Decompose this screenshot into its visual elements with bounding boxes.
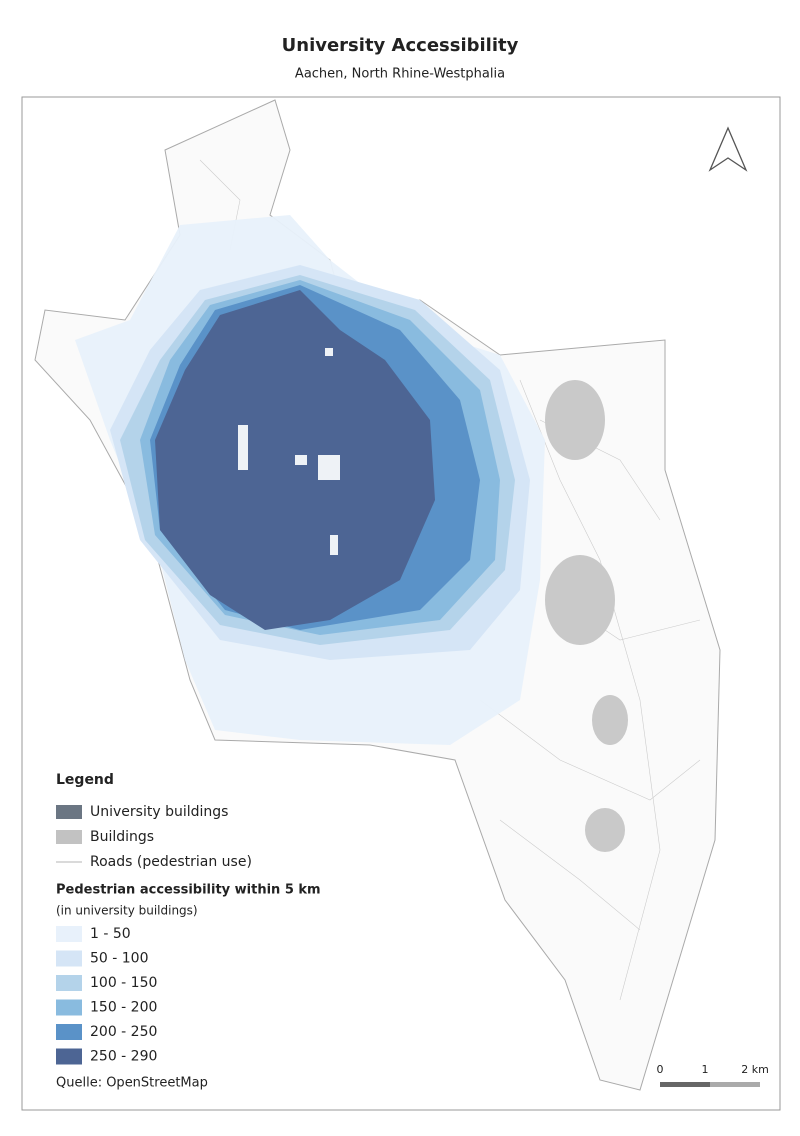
legend-swatch [56,1048,82,1065]
legend-title: Legend [56,772,114,788]
legend-label: 200 - 250 [90,1024,157,1040]
legend-note: (in university buildings) [56,904,198,918]
scale-label: 2 km [741,1063,769,1076]
buildings [545,380,628,852]
north-arrow [708,126,748,172]
legend: Legend Pedestrian accessibility within 5… [56,772,321,1091]
legend-swatch [56,975,82,991]
legend-swatch [56,1024,82,1040]
legend-label: 100 - 150 [90,975,157,991]
legend-label: 150 - 200 [90,1000,157,1016]
legend-label: 1 - 50 [90,926,131,942]
legend-swatch [56,805,82,819]
legend-swatch [56,926,82,942]
scale-label: 0 [657,1063,664,1076]
legend-swatch [56,999,82,1016]
subtitle: Aachen, North Rhine-Westphalia [295,67,505,82]
legend-swatch [56,950,82,967]
legend-label: Roads (pedestrian use) [90,854,252,870]
accessibility-zones [75,215,545,745]
legend-label: Buildings [90,829,154,845]
legend-swatch [56,830,82,844]
legend-subheading: Pedestrian accessibility within 5 km [56,883,321,898]
legend-label: University buildings [90,804,228,820]
legend-label: 250 - 290 [90,1049,157,1065]
legend-label: 50 - 100 [90,951,149,967]
scale-label: 1 [702,1063,709,1076]
map-frame [21,96,781,1111]
university-sites [238,348,340,555]
title: University Accessibility [282,35,519,56]
scale-bar [660,1082,760,1087]
source: Quelle: OpenStreetMap [56,1076,208,1091]
